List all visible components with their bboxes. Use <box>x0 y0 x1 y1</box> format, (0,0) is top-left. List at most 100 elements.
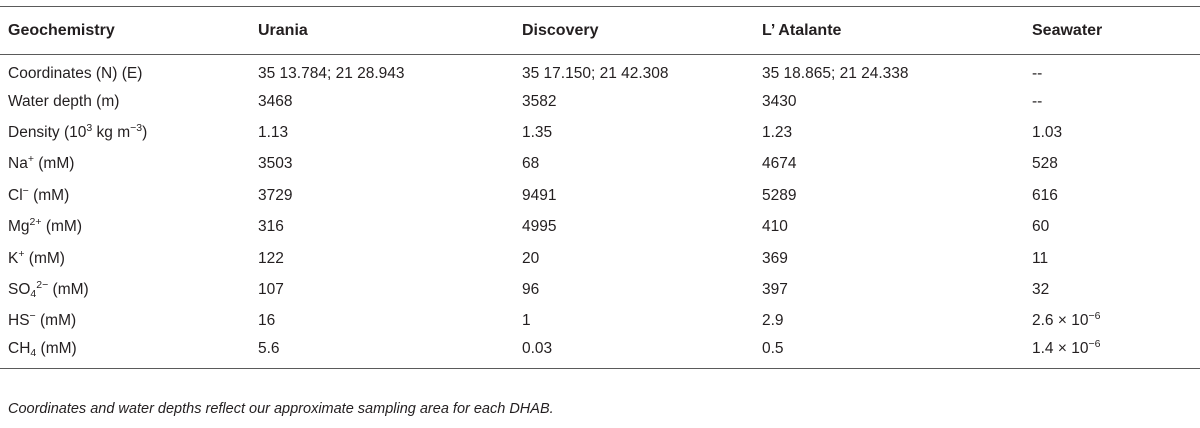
label-sup: + <box>18 247 25 260</box>
table-cell: 1.4 × 10−6 <box>1032 337 1200 368</box>
table-cell: 1 <box>522 312 531 330</box>
table-cell: 0.5 <box>762 340 784 358</box>
label-base: Coordinates (N) (E) <box>8 65 143 83</box>
label-tail: kg m <box>92 123 131 141</box>
header-atalante: L’ Atalante <box>762 21 842 39</box>
row-label: Mg2+ (mM) <box>0 211 258 242</box>
label-sup: − <box>29 310 36 323</box>
row-label: HS− (mM) <box>0 306 258 337</box>
table-cell: 1.13 <box>258 123 289 141</box>
row-label: Coordinates (N) (E) <box>0 55 258 86</box>
label-sub: 4 <box>30 287 37 300</box>
table-footnote: Coordinates and water depths reflect our… <box>8 401 554 417</box>
value-base: 2.6 × 10 <box>1032 312 1089 330</box>
table-row: Cl− (mM) 3729 9491 5289 616 <box>0 180 1200 211</box>
table-cell: -- <box>1032 92 1043 110</box>
table-cell: 9491 <box>522 186 557 204</box>
label-sup: 2− <box>36 278 49 291</box>
table-cell: 5289 <box>762 186 797 204</box>
table-row: Water depth (m) 3468 3582 3430 -- <box>0 86 1200 117</box>
value-base: 1.4 × 10 <box>1032 340 1089 358</box>
label-tail: (mM) <box>33 155 75 173</box>
table-cell: 96 <box>522 280 540 298</box>
table-cell: 0.03 <box>522 340 553 358</box>
geochemistry-table: Geochemistry Urania Discovery L’ Atalant… <box>0 6 1200 369</box>
table-cell: 35 17.150; 21 42.308 <box>522 65 669 83</box>
row-label: Na+ (mM) <box>0 149 258 180</box>
label-sup: + <box>27 153 34 166</box>
value-exponent: −6 <box>1088 338 1101 351</box>
table-cell: 2.6 × 10−6 <box>1032 306 1200 337</box>
table-cell: 3430 <box>762 92 797 110</box>
table-cell: 68 <box>522 155 540 173</box>
table-cell: -- <box>1032 65 1043 83</box>
table-cell: 60 <box>1032 218 1050 236</box>
table-cell: 369 <box>762 249 788 267</box>
table-cell: 20 <box>522 249 540 267</box>
header-row: Geochemistry Urania Discovery L’ Atalant… <box>0 6 1200 55</box>
table-cell: 3503 <box>258 155 293 173</box>
table-cell: 3729 <box>258 186 293 204</box>
label-base: CH <box>8 340 31 358</box>
table-cell: 3468 <box>258 92 293 110</box>
label-base: Na <box>8 155 28 173</box>
table-cell: 616 <box>1032 186 1058 204</box>
row-label: Density (103 kg m−3) <box>0 117 258 148</box>
table-row: Na+ (mM) 3503 68 4674 528 <box>0 149 1200 180</box>
label-tail: (mM) <box>48 280 89 298</box>
label-sub: 4 <box>30 347 37 360</box>
header-geochemistry: Geochemistry <box>8 21 115 39</box>
header-discovery: Discovery <box>522 21 599 39</box>
row-label: SO42− (mM) <box>0 274 258 305</box>
table-cell: 16 <box>258 312 276 330</box>
label-base: SO <box>8 280 31 298</box>
table-cell: 3582 <box>522 92 557 110</box>
label-base: Water depth (m) <box>8 92 120 110</box>
row-label: K+ (mM) <box>0 243 258 274</box>
row-label: Cl− (mM) <box>0 180 258 211</box>
table-cell: 316 <box>258 218 284 236</box>
table-cell: 1.23 <box>762 123 793 141</box>
header-seawater: Seawater <box>1032 21 1103 39</box>
table-cell: 11 <box>1032 249 1049 267</box>
value-exponent: −6 <box>1088 310 1101 323</box>
table-row: Density (103 kg m−3) 1.13 1.35 1.23 1.03 <box>0 117 1200 148</box>
table-cell: 397 <box>762 280 788 298</box>
label-tail: (mM) <box>28 186 70 204</box>
table-cell: 5.6 <box>258 340 280 358</box>
label-tail: (mM) <box>41 218 82 236</box>
table-cell: 122 <box>258 249 284 267</box>
table-cell: 2.9 <box>762 312 784 330</box>
table-row: HS− (mM) 16 1 2.9 2.6 × 10−6 <box>0 306 1200 337</box>
table-cell: 32 <box>1032 280 1050 298</box>
table-cell: 35 13.784; 21 28.943 <box>258 65 405 83</box>
label-tail: (mM) <box>35 312 77 330</box>
label-sup: − <box>22 184 29 197</box>
table-cell: 4674 <box>762 155 797 173</box>
table-cell: 1.35 <box>522 123 553 141</box>
table-cell: 410 <box>762 218 788 236</box>
label-tail: (mM) <box>36 340 77 358</box>
label-base: HS <box>8 312 30 330</box>
label-base: K <box>8 249 19 267</box>
label-base: Cl <box>8 186 23 204</box>
table-cell: 107 <box>258 280 284 298</box>
row-label: Water depth (m) <box>0 86 258 117</box>
row-label: CH4 (mM) <box>0 337 258 368</box>
table-cell: 4995 <box>522 218 557 236</box>
label-tail: (mM) <box>24 249 65 267</box>
label-base: Density (10 <box>8 123 87 141</box>
table-cell: 528 <box>1032 155 1058 173</box>
label-sup2: −3 <box>130 121 143 134</box>
label-sup: 2+ <box>29 216 42 229</box>
header-urania: Urania <box>258 21 308 39</box>
label-base: Mg <box>8 218 30 236</box>
table-body: Coordinates (N) (E) 35 13.784; 21 28.943 3… <box>0 55 1200 369</box>
table-row: SO42− (mM) 107 96 397 32 <box>0 274 1200 305</box>
table-row: CH4 (mM) 5.6 0.03 0.5 1.4 × 10−6 <box>0 337 1200 369</box>
label-sup: 3 <box>86 121 93 134</box>
table-cell: 35 18.865; 21 24.338 <box>762 65 909 83</box>
table-row: K+ (mM) 122 20 369 11 <box>0 243 1200 274</box>
table-cell: 1.03 <box>1032 123 1063 141</box>
